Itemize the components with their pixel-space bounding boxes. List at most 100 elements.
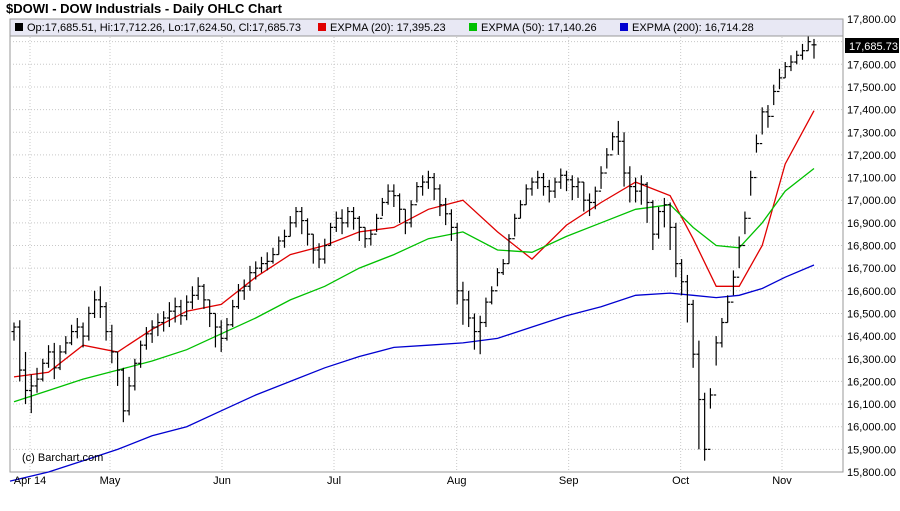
x-tick-label: Nov <box>772 475 792 487</box>
ohlc-bar <box>138 340 144 368</box>
ohlc-bar <box>788 55 794 72</box>
legend-ema200: EXPMA (200): 16,714.28 <box>632 22 754 34</box>
y-tick-label: 16,900.00 <box>847 218 896 230</box>
ohlc-bar <box>500 259 506 275</box>
ohlc-bar <box>615 120 621 155</box>
y-tick-label: 17,500.00 <box>847 82 896 94</box>
y-tick-label: 17,100.00 <box>847 173 896 185</box>
ohlc-bar <box>633 177 639 203</box>
y-tick-label: 16,700.00 <box>847 263 896 275</box>
ohlc-bar <box>201 284 207 309</box>
ohlc-bar <box>270 247 276 264</box>
ohlc-bar <box>725 295 731 324</box>
ohlc-bar <box>523 184 529 206</box>
ohlc-bar <box>63 336 69 355</box>
ohlc-bar <box>178 299 184 325</box>
ohlc-bar <box>207 299 213 328</box>
ohlc-bar <box>707 388 713 450</box>
ohlc-bar <box>644 182 650 223</box>
ohlc-bar <box>552 177 558 198</box>
ohlc-bar <box>627 166 633 203</box>
ohlc-bar <box>115 351 121 386</box>
ohlc-bar <box>546 179 552 203</box>
ohlc-bar <box>448 209 454 241</box>
ohlc-bar <box>235 284 241 309</box>
x-tick-label: May <box>100 475 121 487</box>
ohlc-bar <box>287 216 293 238</box>
ohlc-bar <box>408 200 414 228</box>
y-tick-label: 16,600.00 <box>847 286 896 298</box>
x-tick-label: Oct <box>672 475 689 487</box>
ohlc-bar <box>540 173 546 196</box>
y-tick-label: 16,200.00 <box>847 376 896 388</box>
ema50-line <box>13 167 815 403</box>
ohlc-bar <box>69 324 75 346</box>
y-axis-ticks: 15,800.00 15,900.00 16,000.00 16,100.00 16,2… <box>847 14 896 479</box>
y-tick-label: 17,400.00 <box>847 105 896 117</box>
ohlc-bar <box>34 367 40 393</box>
ohlc-bar <box>109 324 115 364</box>
ohlc-bar <box>11 322 17 341</box>
legend-ema20: EXPMA (20): 17,395.23 <box>330 22 446 34</box>
x-tick-label: Aug <box>447 475 467 487</box>
ohlc-bar <box>569 175 575 201</box>
ohlc-bar <box>282 229 288 248</box>
ohlc-bar <box>713 336 719 396</box>
x-tick-label: Jul <box>327 475 341 487</box>
ohlc-bar <box>604 148 610 174</box>
y-tick-label: 17,200.00 <box>847 150 896 162</box>
y-tick-label: 15,800.00 <box>847 467 896 479</box>
ohlc-bar <box>103 302 109 341</box>
ohlc-bar <box>80 322 86 348</box>
ohlc-bar <box>40 358 46 382</box>
ohlc-bar <box>316 243 322 269</box>
ohlc-bar <box>74 317 80 339</box>
ohlc-bar <box>558 168 564 189</box>
ohlc-bar <box>189 286 195 309</box>
ohlc-bar <box>385 184 391 205</box>
x-axis-ticks: Apr 14 May Jun Jul Aug Sep Oct Nov <box>14 475 792 487</box>
ohlc-bar <box>771 84 777 117</box>
y-tick-label: 16,000.00 <box>847 422 896 434</box>
ohlc-bar <box>661 197 667 228</box>
legend-ohlc: Op:17,685.51, Hi:17,712.26, Lo:17,624.50… <box>27 22 301 34</box>
ohlc-bar <box>86 306 92 341</box>
y-tick-label: 16,800.00 <box>847 241 896 253</box>
y-tick-label: 16,400.00 <box>847 331 896 343</box>
y-tick-label: 15,900.00 <box>847 444 896 456</box>
ohlc-bar <box>356 216 362 241</box>
ohlc-bar <box>166 302 172 328</box>
ohlc-bar <box>414 182 420 206</box>
legend-swatch-ema200 <box>620 23 628 31</box>
ohlc-bar <box>667 202 673 251</box>
ohlc-bar <box>368 229 374 246</box>
ohlc-bar <box>379 197 385 219</box>
ohlc-bar <box>161 311 167 332</box>
ohlc-bar <box>466 290 472 328</box>
ohlc-bar <box>702 392 708 461</box>
ohlc-bar <box>374 213 380 235</box>
ohlc-bar <box>489 286 495 305</box>
ohlc-bar <box>132 358 138 391</box>
ohlc-bar <box>172 297 178 323</box>
legend-strip <box>9 18 844 37</box>
ohlc-bar <box>598 166 604 192</box>
ohlc-bar <box>719 317 725 348</box>
ohlc-bar <box>299 206 305 235</box>
ohlc-bar <box>460 281 466 325</box>
ohlc-bar <box>782 62 788 79</box>
ohlc-bar <box>143 327 149 350</box>
x-tick-label: Sep <box>559 475 579 487</box>
ohlc-bars <box>11 32 817 461</box>
ohlc-bar <box>748 170 754 219</box>
ohlc-bar <box>120 367 126 423</box>
ohlc-bar <box>443 197 449 226</box>
ohlc-bar <box>276 236 282 256</box>
ohlc-bar <box>494 268 500 292</box>
ohlc-bar <box>776 68 782 93</box>
ohlc-bar <box>535 170 541 189</box>
ohlc-bar <box>362 226 368 248</box>
ohlc-bar <box>420 175 426 196</box>
legend-ema50: EXPMA (50): 17,140.26 <box>481 22 597 34</box>
ohlc-bar <box>431 173 437 201</box>
